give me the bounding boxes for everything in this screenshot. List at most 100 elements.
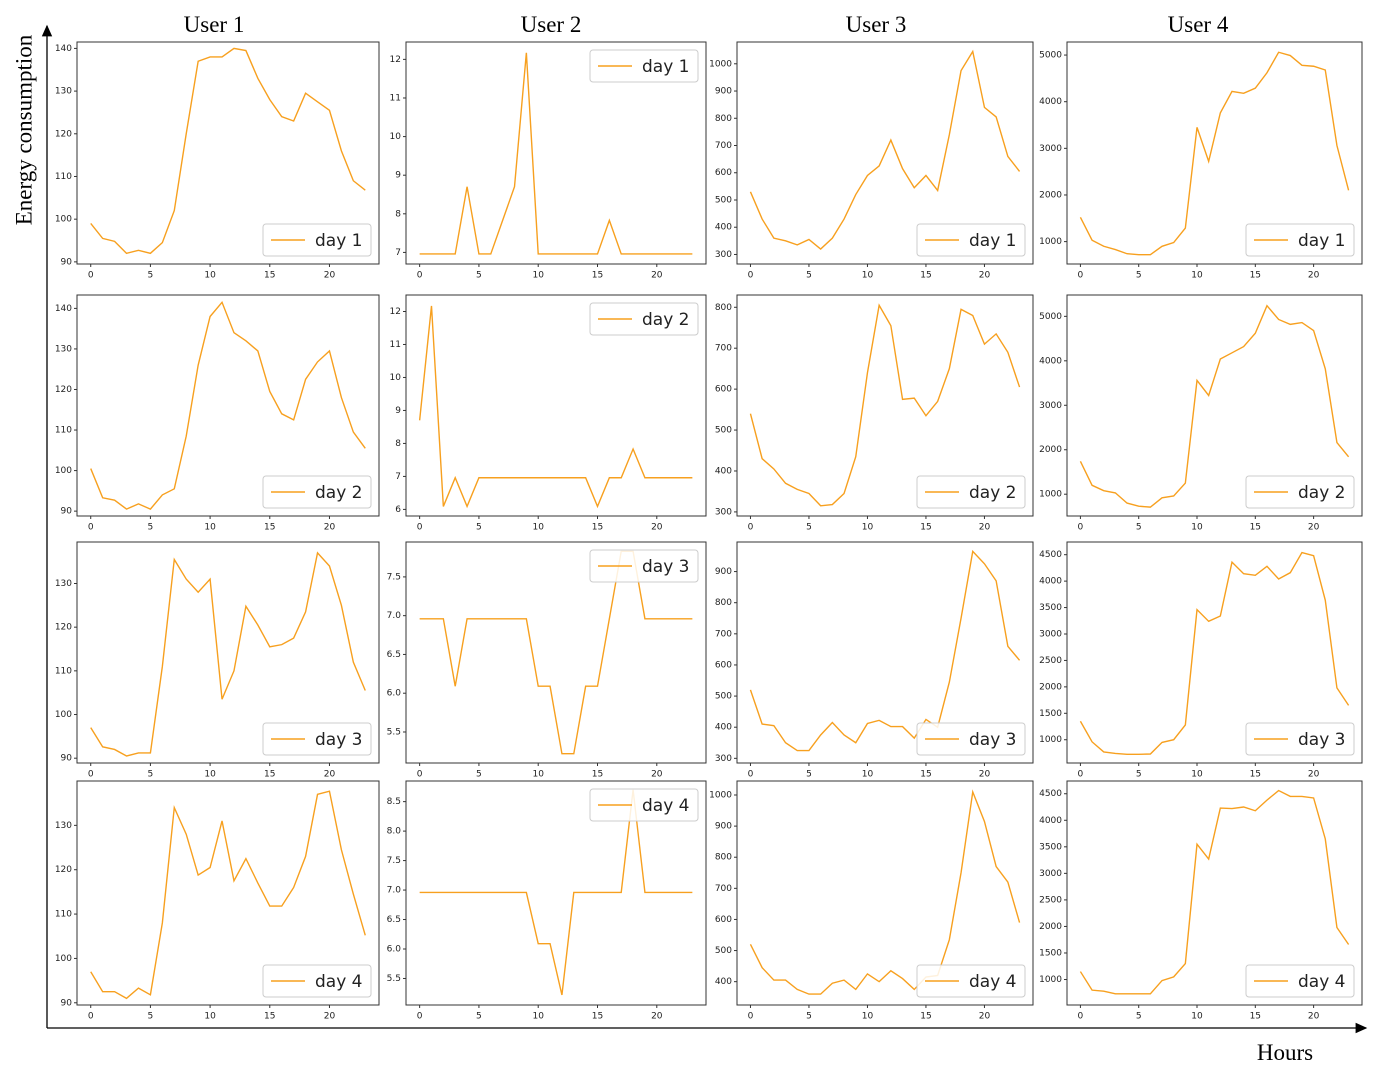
y-axis-label: Energy consumption	[11, 34, 36, 225]
data-line	[1079, 789, 1350, 995]
panel: 400 500 600 700 800 900 1000 0 5 10 15 20 day 4	[709, 780, 1034, 1022]
y-tick-label: 1000	[1039, 237, 1062, 247]
x-tick-label: 0	[417, 523, 423, 533]
y-tick-label: 7.5	[387, 856, 401, 866]
x-tick-label: 10	[204, 1012, 216, 1022]
y-tick-label: 900	[715, 822, 732, 832]
y-tick-label: 7	[395, 248, 401, 258]
x-tick-label: 10	[1191, 1012, 1203, 1022]
panel: 1000 2000 3000 4000 5000 0 5 10 15 20 day 1	[1039, 41, 1363, 281]
y-tick-label: 100	[55, 954, 72, 964]
data-line	[1079, 551, 1350, 755]
y-tick-label: 90	[61, 257, 73, 267]
y-tick-label: 8	[395, 439, 401, 449]
x-tick-label: 20	[1308, 523, 1320, 533]
legend-label: day 1	[315, 231, 363, 251]
column-header: User 2	[521, 12, 582, 37]
y-tick-label: 140	[55, 44, 72, 54]
x-tick-label: 10	[532, 770, 544, 780]
y-tick-label: 1500	[1039, 709, 1062, 719]
panel: 90 100 110 120 130 0 5 10 15 20 day 4	[55, 780, 380, 1022]
x-tick-label: 5	[476, 770, 482, 780]
panel: 300 400 500 600 700 800 900 0 5 10 15 20 day 3	[715, 541, 1034, 780]
y-tick-label: 500	[715, 195, 732, 205]
column-header: User 1	[184, 12, 245, 37]
legend-box	[262, 223, 372, 257]
y-tick-label: 3000	[1039, 401, 1062, 411]
legend-box	[1245, 964, 1355, 998]
panel: 6 7 8 9 10 11 12 0 5 10 15 20 day 2	[390, 294, 707, 533]
column-header: User 4	[1168, 12, 1229, 37]
y-tick-label: 700	[715, 141, 732, 151]
y-tick-label: 5.5	[387, 727, 401, 737]
panel: 5.5 6.0 6.5 7.0 7.5 0 5 10 15 20 day 3	[387, 541, 707, 780]
y-tick-label: 110	[55, 666, 72, 676]
x-tick-label: 10	[862, 271, 874, 281]
x-tick-label: 5	[806, 523, 812, 533]
legend-label: day 2	[1298, 483, 1346, 503]
x-tick-label: 15	[592, 1012, 603, 1022]
x-tick-label: 0	[417, 770, 423, 780]
legend-box	[916, 223, 1026, 257]
x-tick-label: 10	[204, 523, 216, 533]
data-line	[90, 790, 366, 1000]
y-tick-label: 8.0	[387, 827, 402, 837]
y-tick-label: 400	[715, 223, 732, 233]
y-tick-label: 110	[55, 172, 72, 182]
legend-label: day 4	[969, 972, 1017, 992]
panel: 1000 1500 2000 2500 3000 3500 4000 4500 0 5 10 15 20…	[1039, 541, 1363, 780]
x-tick-label: 5	[1136, 523, 1142, 533]
y-tick-label: 11	[390, 93, 401, 103]
y-tick-label: 4500	[1039, 789, 1062, 799]
x-tick-label: 10	[862, 523, 874, 533]
y-tick-label: 11	[390, 340, 401, 350]
y-tick-label: 90	[61, 998, 73, 1008]
legend-label: day 1	[1298, 231, 1346, 251]
x-tick-label: 15	[920, 271, 931, 281]
x-tick-label: 15	[1250, 271, 1261, 281]
x-tick-label: 20	[651, 1012, 663, 1022]
x-tick-label: 10	[204, 770, 216, 780]
y-tick-label: 2000	[1039, 190, 1062, 200]
y-tick-label: 1000	[709, 791, 732, 801]
y-tick-label: 9	[395, 406, 401, 416]
x-tick-label: 20	[651, 271, 663, 281]
x-tick-label: 0	[748, 271, 754, 281]
y-tick-label: 1000	[1039, 975, 1062, 985]
data-line	[1079, 304, 1350, 508]
y-tick-label: 2000	[1039, 445, 1062, 455]
x-tick-label: 20	[979, 523, 991, 533]
panel: 90 100 110 120 130 140 0 5 10 15 20 day 1	[55, 41, 380, 281]
x-tick-label: 5	[1136, 770, 1142, 780]
y-tick-label: 700	[715, 629, 732, 639]
x-tick-label: 20	[1308, 271, 1320, 281]
y-tick-label: 4000	[1039, 97, 1062, 107]
x-tick-label: 5	[476, 271, 482, 281]
y-tick-label: 1000	[709, 59, 732, 69]
y-tick-label: 2500	[1039, 895, 1062, 905]
panel: 5.5 6.0 6.5 7.0 7.5 8.0 8.5 0 5 10 15 20 day 4	[387, 780, 707, 1022]
y-tick-label: 120	[55, 385, 72, 395]
y-tick-label: 3500	[1039, 603, 1062, 613]
x-tick-label: 20	[651, 523, 663, 533]
x-tick-label: 5	[476, 523, 482, 533]
y-tick-label: 10	[390, 373, 402, 383]
data-line	[749, 303, 1021, 507]
legend-label: day 3	[315, 730, 363, 750]
data-line	[749, 49, 1021, 250]
x-tick-label: 0	[1078, 1012, 1084, 1022]
x-tick-label: 5	[1136, 1012, 1142, 1022]
panel: 300 400 500 600 700 800 0 5 10 15 20 day 2	[715, 294, 1034, 533]
x-tick-label: 5	[148, 1012, 154, 1022]
y-tick-label: 4000	[1039, 356, 1062, 366]
x-tick-label: 10	[532, 523, 544, 533]
x-tick-label: 20	[324, 523, 336, 533]
y-tick-label: 500	[715, 426, 732, 436]
data-line	[90, 551, 366, 757]
x-tick-label: 10	[532, 1012, 544, 1022]
y-tick-label: 2000	[1039, 682, 1062, 692]
y-tick-label: 800	[715, 114, 732, 124]
y-tick-label: 1500	[1039, 948, 1062, 958]
y-tick-label: 90	[61, 507, 73, 517]
